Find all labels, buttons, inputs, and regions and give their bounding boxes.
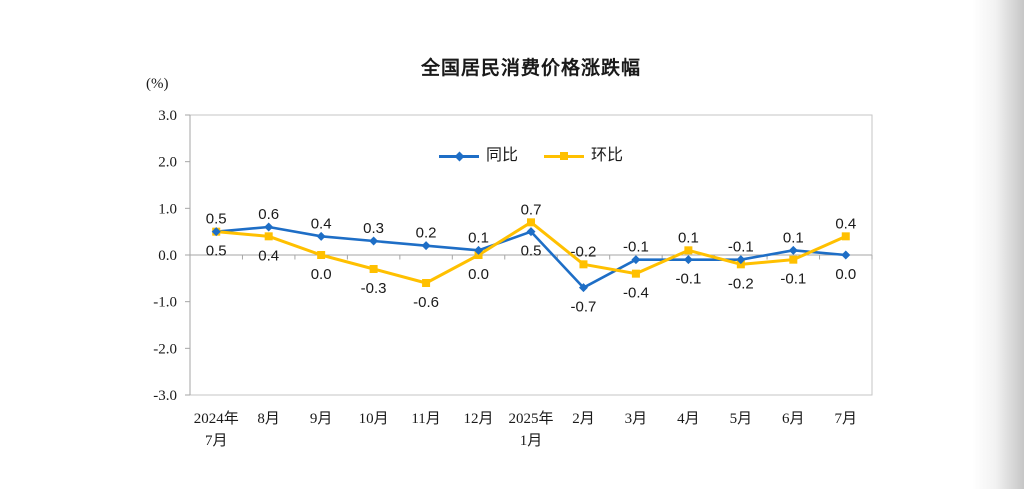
marker-yoy — [736, 255, 746, 265]
data-label-above: -0.2 — [571, 243, 597, 260]
x-axis-label: 4月 — [677, 411, 700, 427]
x-axis-label: 6月 — [782, 411, 805, 427]
legend-item-yoy: 同比 — [438, 147, 518, 164]
x-axis-label: 12月 — [464, 411, 494, 427]
marker-mom — [631, 269, 640, 278]
marker-mom — [474, 251, 483, 259]
x-axis-label: 7月 — [835, 411, 858, 427]
data-label-below: 0.4 — [258, 247, 279, 264]
data-label-below: 0.5 — [521, 243, 542, 260]
y-axis-unit-label: (%) — [146, 76, 169, 92]
yoy-line-swatch-icon — [438, 151, 479, 162]
x-axis-label: 2025年 — [508, 410, 553, 427]
marker-mom — [264, 232, 273, 241]
data-label-below: 0.0 — [468, 266, 489, 283]
marker-mom — [527, 218, 535, 227]
data-label-below: 0.0 — [311, 266, 332, 283]
mom-line-swatch-icon — [544, 151, 584, 162]
legend-label-mom: 环比 — [591, 147, 624, 164]
x-axis-label: 8月 — [257, 411, 280, 427]
marker-mom — [317, 251, 326, 259]
marker-mom — [789, 255, 798, 264]
marker-mom — [579, 260, 588, 269]
x-axis-label: 9月 — [310, 411, 333, 427]
marker-yoy — [316, 231, 326, 241]
data-label-above: 0.5 — [206, 211, 227, 228]
data-label-below: -0.1 — [780, 271, 806, 288]
data-label-below: -0.1 — [675, 271, 701, 288]
data-label-above: 0.4 — [835, 215, 856, 232]
data-label-below: -0.2 — [728, 275, 754, 292]
x-axis-label: 2024年 — [194, 410, 239, 427]
data-label-above: -0.1 — [623, 239, 649, 256]
chart-title: 全国居民消费价格涨跌幅 — [420, 58, 641, 79]
y-axis-tick-label: 0.0 — [158, 248, 177, 264]
marker-yoy — [369, 236, 379, 246]
marker-yoy — [421, 241, 431, 251]
y-axis-tick-label: 3.0 — [158, 108, 177, 124]
x-axis-label: 3月 — [625, 411, 648, 427]
data-label-above: 0.3 — [363, 220, 384, 237]
data-label-above: 0.7 — [521, 201, 542, 218]
x-axis-label: 5月 — [730, 411, 753, 427]
x-axis-label: 7月 — [205, 433, 228, 449]
marker-yoy — [578, 283, 588, 293]
marker-yoy — [211, 227, 221, 237]
marker-mom — [736, 260, 745, 269]
y-axis-tick-label: -2.0 — [153, 341, 177, 357]
data-label-below: 0.0 — [835, 266, 856, 283]
data-label-above: 0.6 — [258, 206, 279, 223]
marker-yoy — [631, 255, 641, 265]
mom-square-marker-icon — [560, 152, 568, 160]
y-axis-tick-label: 1.0 — [158, 201, 177, 217]
y-axis-tick-label: 2.0 — [158, 155, 177, 171]
x-axis-label: 1月 — [520, 433, 543, 449]
data-label-below: -0.6 — [413, 294, 439, 311]
marker-yoy — [683, 255, 693, 265]
data-label-above: 0.1 — [468, 229, 489, 246]
data-label-below: -0.4 — [623, 285, 649, 302]
data-label-above: 0.1 — [678, 229, 699, 246]
marker-mom — [369, 265, 378, 273]
x-axis-label: 10月 — [359, 411, 389, 427]
data-label-above: 0.4 — [311, 215, 332, 232]
marker-mom — [422, 279, 431, 287]
marker-yoy — [474, 245, 484, 255]
data-label-above: -0.1 — [728, 239, 754, 256]
marker-yoy — [788, 245, 798, 255]
marker-mom — [684, 246, 693, 255]
y-axis-tick-label: -1.0 — [153, 295, 177, 311]
marker-mom — [841, 232, 850, 241]
x-axis-label: 2月 — [572, 411, 595, 427]
marker-yoy — [841, 250, 851, 260]
marker-yoy — [526, 227, 536, 237]
data-label-below: -0.7 — [571, 299, 597, 316]
y-axis-tick-label: -3.0 — [153, 388, 177, 404]
data-label-above: 0.1 — [783, 229, 804, 246]
legend-item-mom: 环比 — [544, 148, 623, 164]
legend: 同比 环比 — [190, 148, 872, 164]
data-label-below: -0.3 — [361, 280, 387, 297]
data-label-above: 0.2 — [416, 225, 437, 242]
marker-yoy — [264, 222, 274, 232]
legend-label-yoy: 同比 — [485, 147, 518, 164]
data-label-below: 0.5 — [206, 243, 227, 260]
x-axis-label: 11月 — [411, 411, 440, 427]
